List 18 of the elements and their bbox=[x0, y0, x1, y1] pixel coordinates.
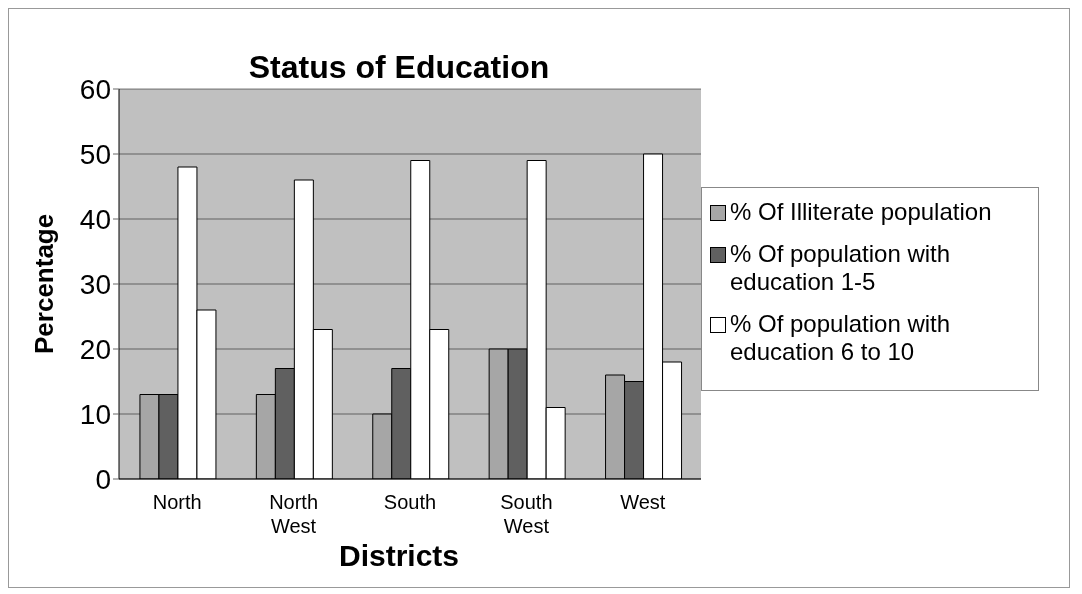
legend-label: % Of Illiterate population bbox=[730, 198, 992, 226]
y-tick-label: 10 bbox=[79, 398, 111, 430]
legend-label: % Of population with education 1-5 bbox=[730, 240, 952, 296]
legend-label: % Of population with education 6 to 10 bbox=[730, 310, 952, 366]
y-tick-label: 60 bbox=[79, 73, 111, 105]
x-tick-label: West bbox=[620, 491, 666, 513]
x-tick-label: North West bbox=[269, 491, 319, 537]
x-tick-label: South bbox=[383, 491, 437, 513]
x-tick-label: North bbox=[152, 491, 202, 513]
y-tick-label: 20 bbox=[79, 333, 111, 365]
y-tick-label: 50 bbox=[79, 138, 111, 170]
x-tick-label: South West bbox=[500, 491, 553, 537]
chart-title: Status of Education bbox=[248, 49, 550, 85]
y-tick-label: 0 bbox=[95, 463, 111, 495]
y-tick-label: 30 bbox=[79, 268, 111, 300]
x-axis-title: Districts bbox=[339, 539, 460, 573]
y-axis-title: Percentage bbox=[29, 213, 60, 354]
y-tick-label: 40 bbox=[79, 203, 111, 235]
